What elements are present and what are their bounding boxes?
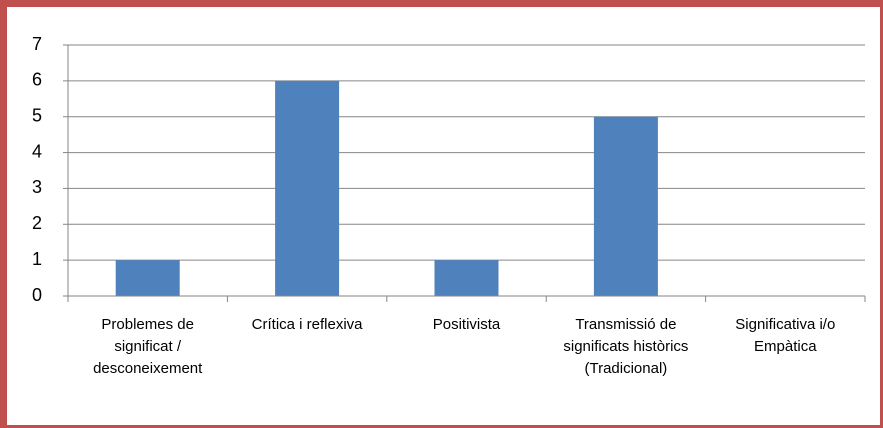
bar [275,80,340,296]
y-tick-label: 2 [32,213,42,233]
frame-bottom [0,425,883,428]
bar [115,260,180,296]
y-tick-label: 6 [32,70,42,90]
y-tick-label: 5 [32,105,42,125]
frame-top [0,0,883,7]
y-tick-label: 4 [32,141,42,161]
bar [593,116,658,296]
bar [434,260,499,296]
y-tick-label: 3 [32,177,42,197]
frame-left [0,0,7,428]
y-tick-label: 0 [32,285,42,305]
y-tick-label: 1 [32,249,42,269]
x-tick-label: Positivista [432,316,501,333]
x-tick-label: Crítica i reflexiva [251,316,363,333]
frame-right [880,0,883,428]
x-tick-label: Transmissió de significats històrics (Tr… [563,316,689,377]
x-tick-label: Significativa i/o Empàtica [735,316,836,355]
x-tick-label: Problemes de significat / desconeixement [93,316,203,377]
y-tick-label: 7 [32,34,42,54]
